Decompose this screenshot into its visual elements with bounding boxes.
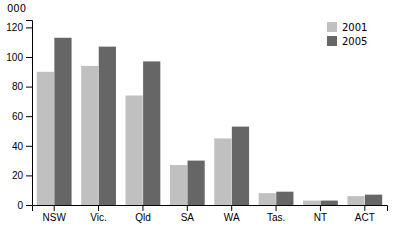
y-axis-label: 000 <box>7 3 26 14</box>
bar <box>276 192 293 205</box>
tick: NSW <box>43 205 67 223</box>
legend: 2001 2005 <box>327 22 367 47</box>
legend-item: 2005 <box>327 36 367 47</box>
bar <box>303 201 320 205</box>
tick-mark <box>26 27 32 28</box>
tick-label: SA <box>181 212 195 223</box>
tick-mark <box>54 205 55 211</box>
bar <box>214 138 231 205</box>
tick: 20 <box>12 170 32 181</box>
tick-label: Qld <box>135 212 151 223</box>
legend-label: 2001 <box>342 22 367 33</box>
tick: NT <box>314 205 327 223</box>
tick: 80 <box>12 81 32 92</box>
bar <box>99 47 116 205</box>
bar <box>187 161 204 205</box>
tick: 0 <box>17 200 32 211</box>
tick-label: NSW <box>43 212 67 223</box>
y-axis: 0 20 40 60 80 100 120 <box>6 21 32 211</box>
tick-label: 120 <box>6 22 23 33</box>
bar <box>54 38 71 205</box>
tick-mark <box>364 205 365 211</box>
tick: Vic. <box>90 205 107 223</box>
tick-label: 0 <box>17 200 23 211</box>
bar <box>347 196 364 205</box>
tick-mark <box>26 205 32 206</box>
tick: Tas. <box>267 205 285 223</box>
legend-label: 2005 <box>342 36 367 47</box>
bar <box>126 95 143 205</box>
tick: SA <box>181 205 195 223</box>
tick-mark <box>320 205 321 211</box>
tick-label: WA <box>224 212 240 223</box>
bar <box>365 195 382 205</box>
tick: 40 <box>12 141 32 152</box>
tick-mark <box>26 87 32 88</box>
tick: Qld <box>135 205 151 223</box>
bar <box>170 165 187 205</box>
tick: WA <box>224 205 240 223</box>
tick-label: Vic. <box>90 212 107 223</box>
legend-swatch <box>327 36 337 46</box>
tick-label: 20 <box>12 170 24 181</box>
tick: ACT <box>355 205 375 223</box>
tick-mark <box>26 57 32 58</box>
axis-domain <box>33 206 388 212</box>
bar <box>143 61 160 205</box>
tick-label: 80 <box>12 81 24 92</box>
bar <box>321 201 338 205</box>
x-axis: NSW Vic. Qld SA WA Tas. NT ACT <box>33 205 388 223</box>
tick-mark <box>98 205 99 211</box>
axis-domain <box>26 21 33 206</box>
tick-mark <box>142 205 143 211</box>
tick-mark <box>26 116 32 117</box>
bar <box>81 66 98 205</box>
tick-mark <box>276 205 277 211</box>
tick-mark <box>187 205 188 211</box>
bars <box>37 38 382 205</box>
plot: NSW Vic. Qld SA WA Tas. NT ACT 0 20 40 60 80 100 120 20… <box>6 21 387 224</box>
tick: 60 <box>12 111 32 122</box>
tick: 120 <box>6 22 32 33</box>
tick-label: Tas. <box>267 212 285 223</box>
bar <box>37 72 54 205</box>
tick-label: 100 <box>6 52 23 63</box>
legend-swatch <box>327 22 337 32</box>
tick-mark <box>26 146 32 147</box>
tick: 100 <box>6 52 32 63</box>
tick-label: 40 <box>12 141 24 152</box>
tick-label: ACT <box>355 212 375 223</box>
legend-item: 2001 <box>327 22 367 33</box>
chart: NSW Vic. Qld SA WA Tas. NT ACT 0 20 40 60 80 100 120 20… <box>0 0 397 227</box>
tick-label: NT <box>314 212 327 223</box>
tick-label: 60 <box>12 111 24 122</box>
tick-mark <box>231 205 232 211</box>
tick-mark <box>26 175 32 176</box>
bar <box>259 193 276 205</box>
bar <box>232 127 249 205</box>
